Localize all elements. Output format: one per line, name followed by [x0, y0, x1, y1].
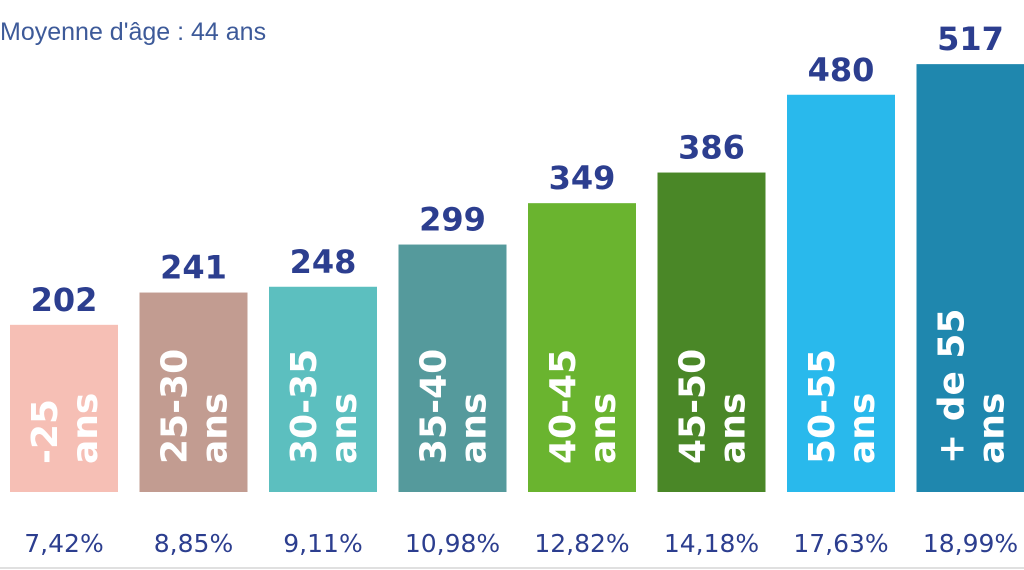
bar	[398, 244, 507, 492]
bar-category-label: 50-55 ans	[802, 349, 883, 464]
bar-value-label: 299	[419, 201, 486, 239]
bar-category-label: 35-40 ans	[414, 349, 495, 464]
category-label-line: 30-35	[284, 349, 325, 464]
bar-percent-label: 12,82%	[534, 529, 629, 558]
category-label-line: 50-55	[802, 349, 843, 464]
category-label-line: ans	[842, 393, 883, 464]
bar-value-label: 241	[160, 249, 227, 287]
bar-category-label: 30-35 ans	[284, 349, 365, 464]
bar-category-label: + de 55 ans	[932, 308, 1013, 464]
bar-group: 349 40-45 ans 12,82%	[528, 159, 636, 558]
bar-group: 248 30-35 ans 9,11%	[269, 243, 377, 558]
category-label-line: ans	[454, 393, 495, 464]
bar	[269, 286, 377, 492]
category-label-line: ans	[972, 393, 1013, 464]
category-label-line: ans	[713, 393, 754, 464]
bar-percent-label: 17,63%	[793, 529, 888, 558]
bar	[657, 172, 766, 493]
category-label-line: 40-45	[543, 349, 584, 464]
bar-category-label: 25-30 ans	[155, 349, 236, 464]
bar-group: 517 + de 55 ans 18,99%	[916, 20, 1024, 558]
bar-value-label: 248	[290, 243, 357, 281]
category-label-line: + de 55	[932, 308, 973, 464]
bar-group: 299 35-40 ans 10,98%	[398, 201, 507, 558]
chart-subtitle: Moyenne d'âge : 44 ans	[0, 18, 267, 46]
bar-group: 386 45-50 ans 14,18%	[657, 129, 766, 558]
bar-percent-label: 8,85%	[154, 529, 233, 558]
bar-percent-label: 10,98%	[405, 529, 500, 558]
category-label-line: 45-50	[673, 349, 714, 464]
bar-category-label: 40-45 ans	[543, 349, 624, 464]
bar-percent-label: 7,42%	[24, 529, 103, 558]
category-label-line: ans	[324, 393, 365, 464]
bar	[139, 292, 248, 492]
bar	[916, 64, 1024, 492]
bar-percent-label: 18,99%	[923, 529, 1018, 558]
category-label-line: -25	[25, 399, 66, 464]
category-label-line: ans	[195, 393, 236, 464]
bar	[10, 324, 118, 492]
bar-group: 202 -25 ans 7,42%	[10, 281, 118, 558]
bar-value-label: 517	[937, 20, 1004, 58]
bar-value-label: 386	[678, 129, 745, 167]
bar-group: 241 25-30 ans 8,85%	[139, 249, 248, 558]
bar-percent-label: 9,11%	[283, 529, 362, 558]
bar-value-label: 349	[549, 159, 616, 197]
bar-group: 480 50-55 ans 17,63%	[787, 51, 895, 558]
category-label-line: 35-40	[414, 349, 455, 464]
bar-percent-label: 14,18%	[664, 529, 759, 558]
bar	[528, 203, 636, 492]
category-label-line: ans	[583, 393, 624, 464]
bar-value-label: 202	[31, 281, 98, 319]
bar	[787, 94, 895, 492]
bar-value-label: 480	[808, 51, 875, 89]
bar-category-label: 45-50 ans	[673, 349, 754, 464]
category-label-line: ans	[65, 393, 106, 464]
bar-category-label: -25 ans	[25, 393, 106, 464]
category-label-line: 25-30	[155, 349, 196, 464]
